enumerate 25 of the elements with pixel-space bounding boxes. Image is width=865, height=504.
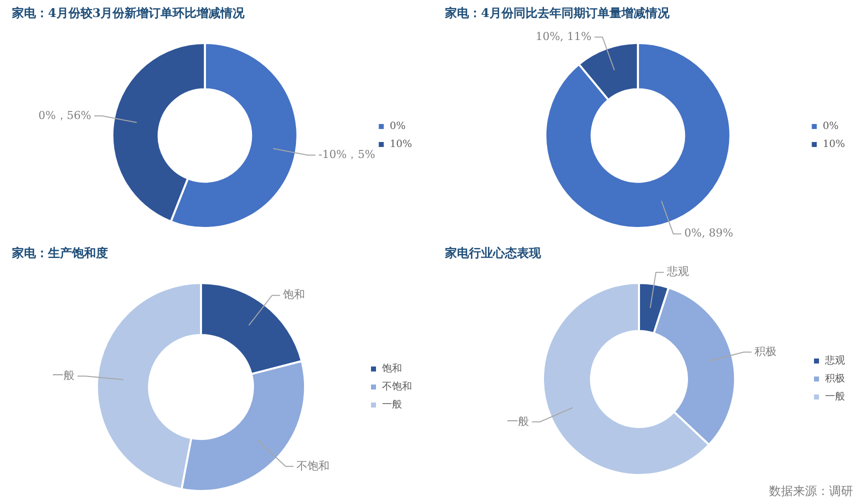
- data-label: 一般: [506, 414, 529, 428]
- source-note: 数据来源：调研: [769, 484, 853, 498]
- text: -10%，5%: [318, 148, 376, 161]
- data-label: 一般: [52, 368, 75, 382]
- data-label: 积极: [754, 345, 777, 358]
- chart-title: 家电：4月份较3月份新增订单环比增减情况: [11, 5, 246, 22]
- chart-title: 家电：4月份同比去年同期订单量增减情况: [444, 5, 670, 22]
- chart-title: 家电行业心态表现: [444, 245, 542, 262]
- legend-label: 10%: [822, 139, 846, 150]
- chart-title: 家电：生产饱和度: [11, 245, 109, 262]
- legend-label: 饱和: [381, 362, 402, 375]
- data-label: 0%, 89%: [684, 226, 734, 240]
- data-label: 不饱和: [382, 380, 412, 393]
- data-label: 10%, 11%: [536, 30, 592, 44]
- legend-label: 一般: [382, 400, 402, 411]
- legend-label: 一般: [825, 392, 845, 403]
- legend-label: 0%: [390, 121, 406, 132]
- legend-label: 0%: [822, 121, 839, 132]
- slice-label: 不饱和: [296, 459, 330, 472]
- data-label: 饱和: [282, 288, 306, 302]
- legend-label: 悲观: [824, 354, 845, 367]
- text: 0%，56%: [38, 108, 92, 122]
- legend-label: 积极: [825, 372, 845, 385]
- data-label: 悲观: [666, 265, 689, 278]
- legend-label: 10%: [390, 139, 412, 150]
